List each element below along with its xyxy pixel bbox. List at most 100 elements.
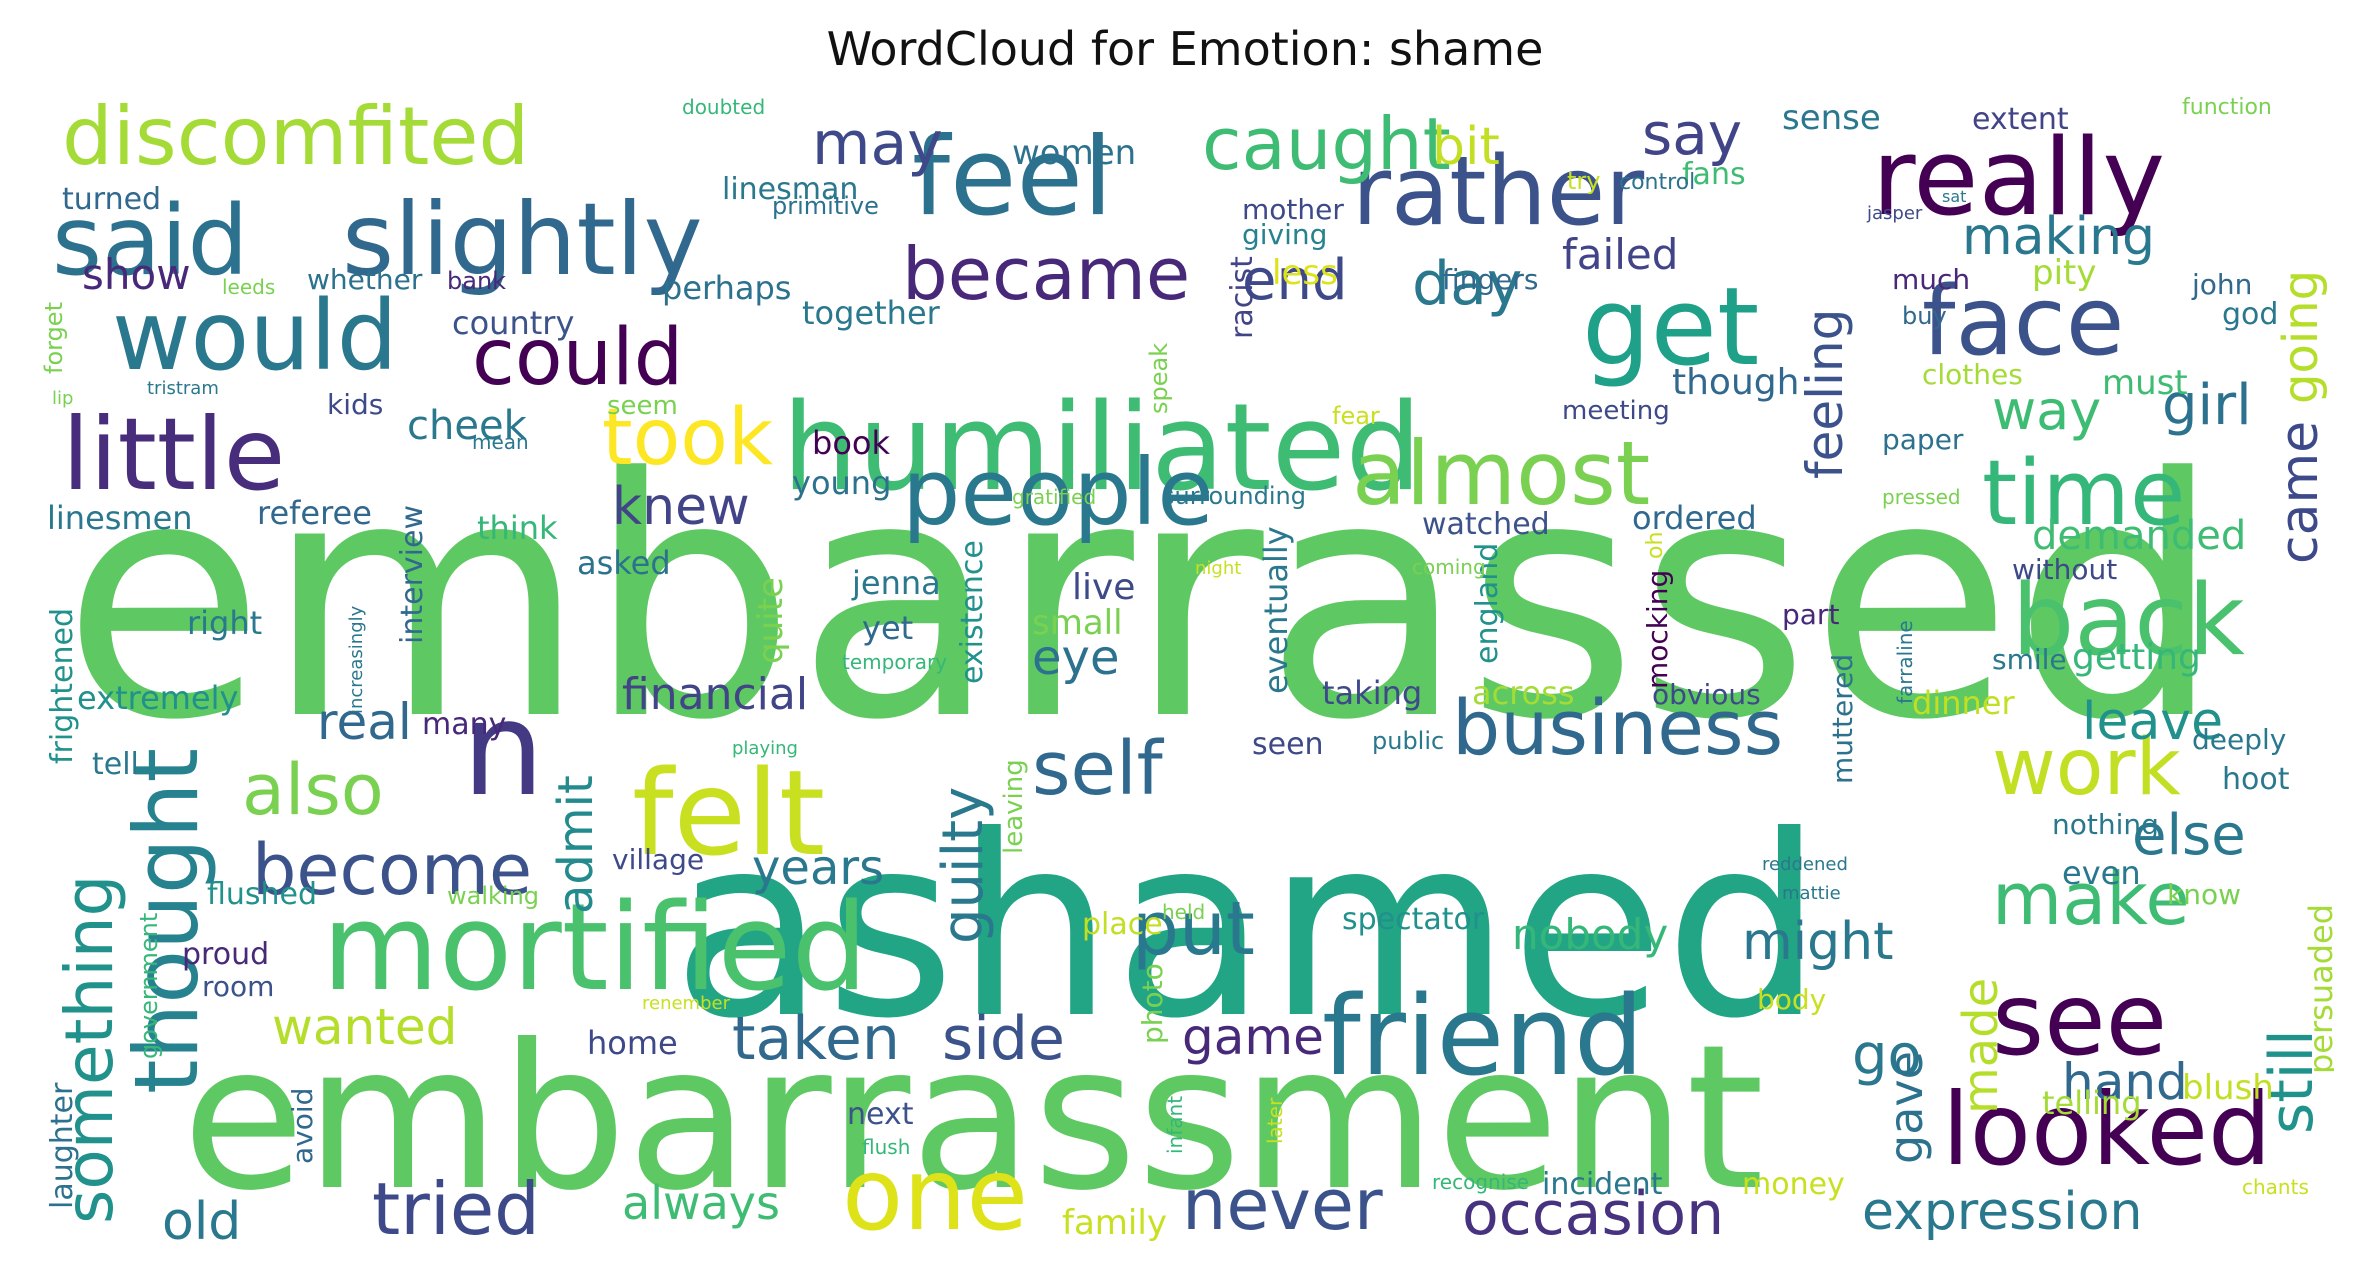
word-financial: financial [622, 669, 808, 720]
word-giving: giving [1242, 218, 1327, 251]
word-would: would [112, 280, 398, 392]
word-know: know [2167, 878, 2241, 911]
word-eye: eye [1032, 630, 1119, 686]
word-yet: yet [862, 609, 913, 647]
word-get: get [1582, 265, 1759, 390]
word-persuaded: persuaded [2302, 904, 2334, 1074]
word-flush: flush [862, 1135, 910, 1159]
word-infant: infant [1163, 1096, 1187, 1154]
word-fans: fans [1682, 157, 1746, 192]
word-control: control [1619, 170, 1695, 195]
word-ashamed: ashamed [672, 782, 1823, 1073]
word-oh: oh [1643, 532, 1668, 559]
word-failed: failed [1562, 230, 1678, 279]
word-perhaps: perhaps [662, 269, 791, 307]
word-across: across [1472, 674, 1575, 712]
word-side: side [942, 1004, 1065, 1074]
word-asked: asked [577, 544, 671, 582]
word-day: day [1412, 249, 1522, 319]
word-cheek: cheek [407, 403, 528, 449]
word-made: made [1953, 978, 2009, 1114]
word-increasingly: increasingly [346, 605, 367, 714]
word-seem: seem [607, 391, 678, 421]
word-guilty: guilty [931, 787, 996, 944]
word-self: self [1032, 726, 1165, 812]
word-laughter: laughter [45, 1082, 80, 1209]
word-embarrassed: embarrassed [62, 408, 2222, 792]
word-chants: chants [2242, 1175, 2309, 1199]
word-nobody: nobody [1512, 910, 1668, 959]
word-slightly: slightly [342, 181, 703, 298]
word-became: became [902, 232, 1190, 316]
word-way: way [1992, 379, 2101, 442]
word-spectator: spectator [1342, 902, 1485, 937]
word-cloud: embarrassed ashamed embarrassment humiliate… [22, 84, 2334, 1248]
word-surrounding: surrounding [1162, 482, 1306, 510]
word-taken: taken [732, 1004, 900, 1074]
word-came: came [2270, 421, 2330, 564]
word-government: government [135, 913, 163, 1059]
word-body: body [1757, 983, 1826, 1016]
word-end: end [1242, 248, 1348, 313]
word-demanded: demanded [2032, 513, 2246, 559]
word-almost: almost [1352, 422, 1650, 525]
word-lip: lip [52, 388, 73, 409]
word-fear: fear [1332, 402, 1380, 430]
word-bank: bank [447, 267, 506, 295]
word-gave: gave [1879, 1051, 1933, 1164]
word-playing: playing [732, 738, 798, 759]
word-extremely: extremely [77, 679, 238, 717]
word-try: try [1567, 167, 1600, 195]
word-rather: rather [1352, 137, 1645, 247]
word-put: put [1132, 886, 1255, 972]
word-telling: telling [2042, 1084, 2142, 1122]
word-blush: blush [2182, 1068, 2274, 1108]
word-also: also [242, 749, 384, 831]
word-always: always [622, 1176, 780, 1230]
word-held: held [1162, 900, 1205, 924]
word-business: business [1452, 683, 1783, 772]
word-taking: taking [1322, 674, 1422, 712]
word-referee: referee [257, 494, 372, 532]
word-tell: tell [92, 747, 139, 782]
word-people: people [902, 439, 1214, 546]
word-racist: racist [1225, 256, 1260, 339]
word-avoid: avoid [286, 1088, 319, 1164]
word-reddened: reddened [1762, 854, 1848, 875]
word-going: going [2273, 270, 2329, 404]
word-money: money [1742, 1167, 1845, 1202]
word-tried: tried [372, 1167, 540, 1248]
word-thought: thought [115, 748, 218, 1094]
word-still: still [2257, 1029, 2327, 1134]
word-feeling: feeling [1796, 309, 1854, 479]
word-small: small [1032, 603, 1123, 643]
word-making: making [1962, 207, 2155, 267]
word-extent: extent [1972, 102, 2069, 137]
word-looked: looked [1942, 1071, 2272, 1188]
word-hoot: hoot [2222, 762, 2290, 797]
word-real: real [317, 693, 412, 751]
word-game: game [1182, 1008, 1324, 1066]
word-recognise: recognise [1432, 1170, 1529, 1194]
word-mother: mother [1242, 193, 1344, 226]
word-walking: walking [447, 882, 539, 910]
word-family: family [1062, 1203, 1167, 1243]
word-part: part [1782, 598, 1839, 631]
word-never: never [1182, 1164, 1383, 1246]
word-else: else [2132, 803, 2246, 868]
word-obvious: obvious [1652, 678, 1761, 711]
word-whether: whether [307, 263, 423, 296]
word-make: make [1992, 857, 2190, 941]
word-country: country [452, 304, 574, 342]
word-even: even [2062, 854, 2141, 892]
word-smile: smile [1992, 643, 2067, 676]
word-wanted: wanted [272, 998, 457, 1056]
word-meeting: meeting [1562, 396, 1670, 426]
word-doubted: doubted [682, 95, 765, 119]
word-buy: buy [1902, 302, 1947, 330]
word-night: night [1195, 558, 1241, 579]
word-think: think [477, 509, 558, 547]
word-incident: incident [1542, 1167, 1663, 1202]
word-paper: paper [1882, 423, 1964, 456]
